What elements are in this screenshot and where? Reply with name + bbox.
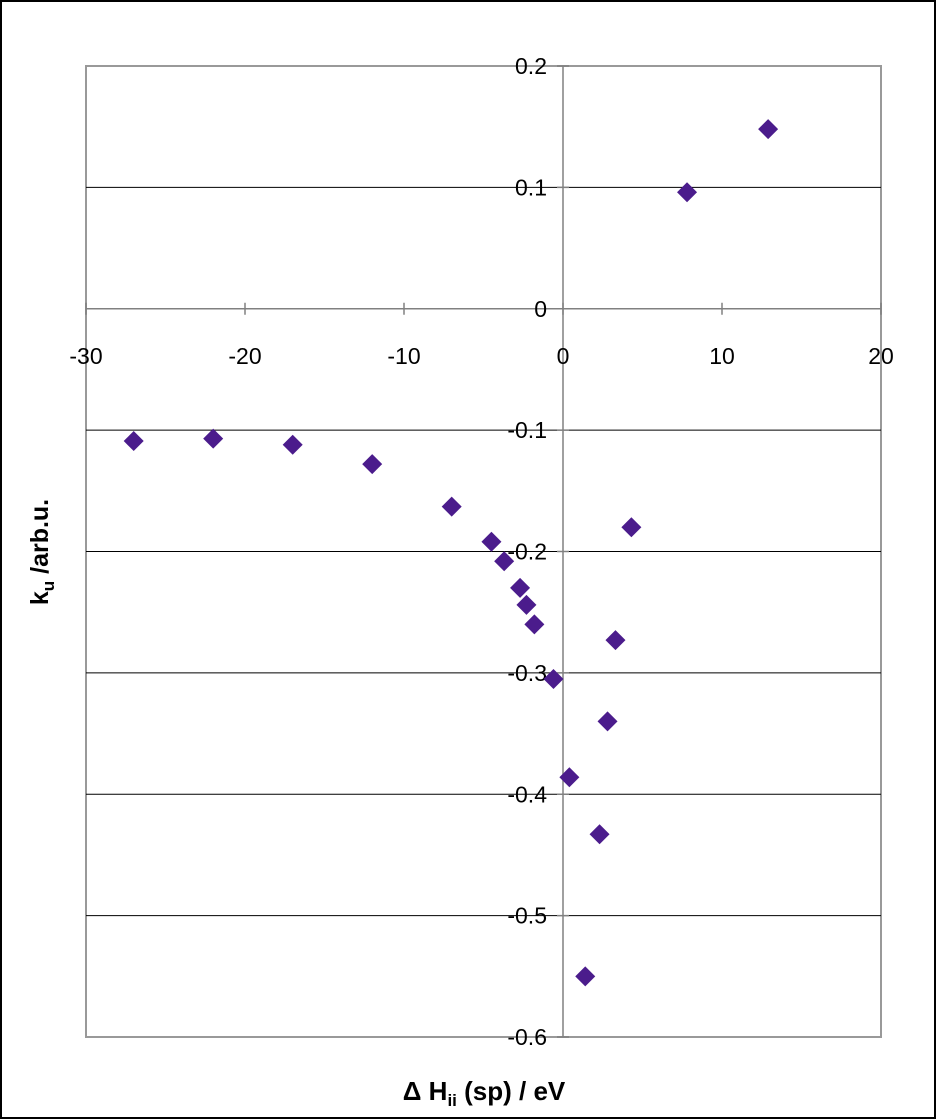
y-tick-label: -0.6 [507, 1024, 547, 1050]
x-tick-label: -30 [69, 343, 102, 369]
data-point [605, 630, 626, 651]
data-point [589, 824, 610, 845]
y-tick-labels: -0.6 -0.5 -0.4 -0.3 -0.2 -0.1 0 0.1 0.2 [507, 53, 547, 1050]
y-axis-title-prefix: k [26, 591, 54, 605]
x-tick-label: 10 [709, 343, 735, 369]
data-point [516, 594, 537, 615]
y-tick-label: 0.2 [515, 53, 547, 79]
y-tick-label: -0.3 [507, 660, 547, 686]
y-tick-label: -0.5 [507, 903, 547, 929]
data-point [621, 517, 642, 538]
data-point [758, 119, 779, 140]
data-point [524, 614, 545, 635]
x-tick-labels: -30 -20 -10 0 10 20 [69, 343, 893, 369]
data-point [494, 551, 515, 572]
data-point [597, 711, 618, 732]
y-tick-label: -0.1 [507, 417, 547, 443]
data-point [123, 431, 144, 452]
data-point [481, 531, 502, 552]
data-point [559, 767, 580, 788]
data-points [123, 119, 779, 987]
x-axis-title: Δ Hii (sp) / eV [403, 1076, 566, 1110]
y-tick-label: 0.1 [515, 174, 547, 200]
x-tick-label: 0 [557, 343, 570, 369]
data-point [282, 434, 303, 455]
x-tick-label: -10 [387, 343, 420, 369]
data-point [677, 182, 698, 203]
y-axis-title: ku /arb.u. [26, 499, 58, 605]
data-point [441, 496, 462, 517]
data-point [362, 454, 383, 475]
y-axis-title-sub: u [39, 581, 58, 591]
axes [85, 65, 882, 1038]
x-tick-label: 20 [868, 343, 894, 369]
gridlines [86, 186, 881, 917]
data-point [543, 668, 564, 689]
y-tick-label: -0.2 [507, 539, 547, 565]
x-tick-label: -20 [228, 343, 261, 369]
x-axis-title-prefix: Δ H [403, 1076, 448, 1106]
y-axis-title-suffix: /arb.u. [26, 499, 54, 581]
data-point [510, 577, 531, 598]
y-tick-label: 0 [534, 296, 547, 322]
x-axis-title-suffix: (sp) / eV [457, 1076, 566, 1106]
data-point [203, 428, 224, 449]
y-tick-label: -0.4 [507, 781, 547, 807]
data-point [575, 966, 596, 987]
x-axis-title-sub: ii [447, 1091, 456, 1110]
